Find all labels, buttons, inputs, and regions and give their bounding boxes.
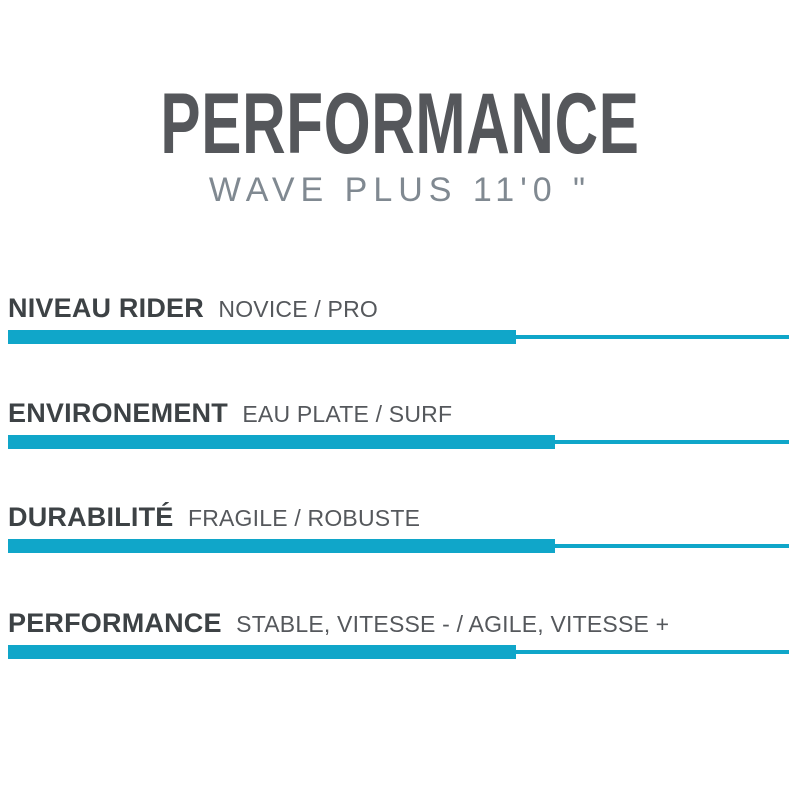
attribute-row-durabilite: DURABILITÉ FRAGILE / ROBUSTE <box>8 502 789 553</box>
attribute-label: PERFORMANCE <box>8 608 222 638</box>
rating-bar-fill <box>8 330 516 344</box>
attribute-label: ENVIRONEMENT <box>8 398 228 428</box>
attribute-row-text: ENVIRONEMENT EAU PLATE / SURF <box>8 398 789 428</box>
rating-bar <box>8 435 789 449</box>
rating-bar <box>8 539 789 553</box>
rating-bar-fill <box>8 645 516 659</box>
attribute-scale: FRAGILE / ROBUSTE <box>187 505 421 531</box>
attribute-row-text: NIVEAU RIDER NOVICE / PRO <box>8 293 789 323</box>
attribute-scale: STABLE, VITESSE - / AGILE, VITESSE + <box>236 611 670 637</box>
attribute-row-performance: PERFORMANCE STABLE, VITESSE - / AGILE, V… <box>8 608 789 659</box>
attribute-row-environement: ENVIRONEMENT EAU PLATE / SURF <box>8 398 789 449</box>
rating-bar-fill <box>8 539 555 553</box>
page-subtitle: WAVE PLUS 11'0 " <box>208 171 592 209</box>
rating-bar <box>8 645 789 659</box>
attribute-label: DURABILITÉ <box>8 502 174 532</box>
rating-bar <box>8 330 789 344</box>
attribute-row-text: PERFORMANCE STABLE, VITESSE - / AGILE, V… <box>8 608 789 638</box>
attribute-scale: EAU PLATE / SURF <box>242 401 453 427</box>
attribute-scale: NOVICE / PRO <box>218 296 378 322</box>
page-title: PERFORMANCE <box>160 76 640 172</box>
rating-bar-fill <box>8 435 555 449</box>
attribute-row-text: DURABILITÉ FRAGILE / ROBUSTE <box>8 502 789 532</box>
attribute-label: NIVEAU RIDER <box>8 293 204 323</box>
attribute-row-niveau-rider: NIVEAU RIDER NOVICE / PRO <box>8 293 789 344</box>
